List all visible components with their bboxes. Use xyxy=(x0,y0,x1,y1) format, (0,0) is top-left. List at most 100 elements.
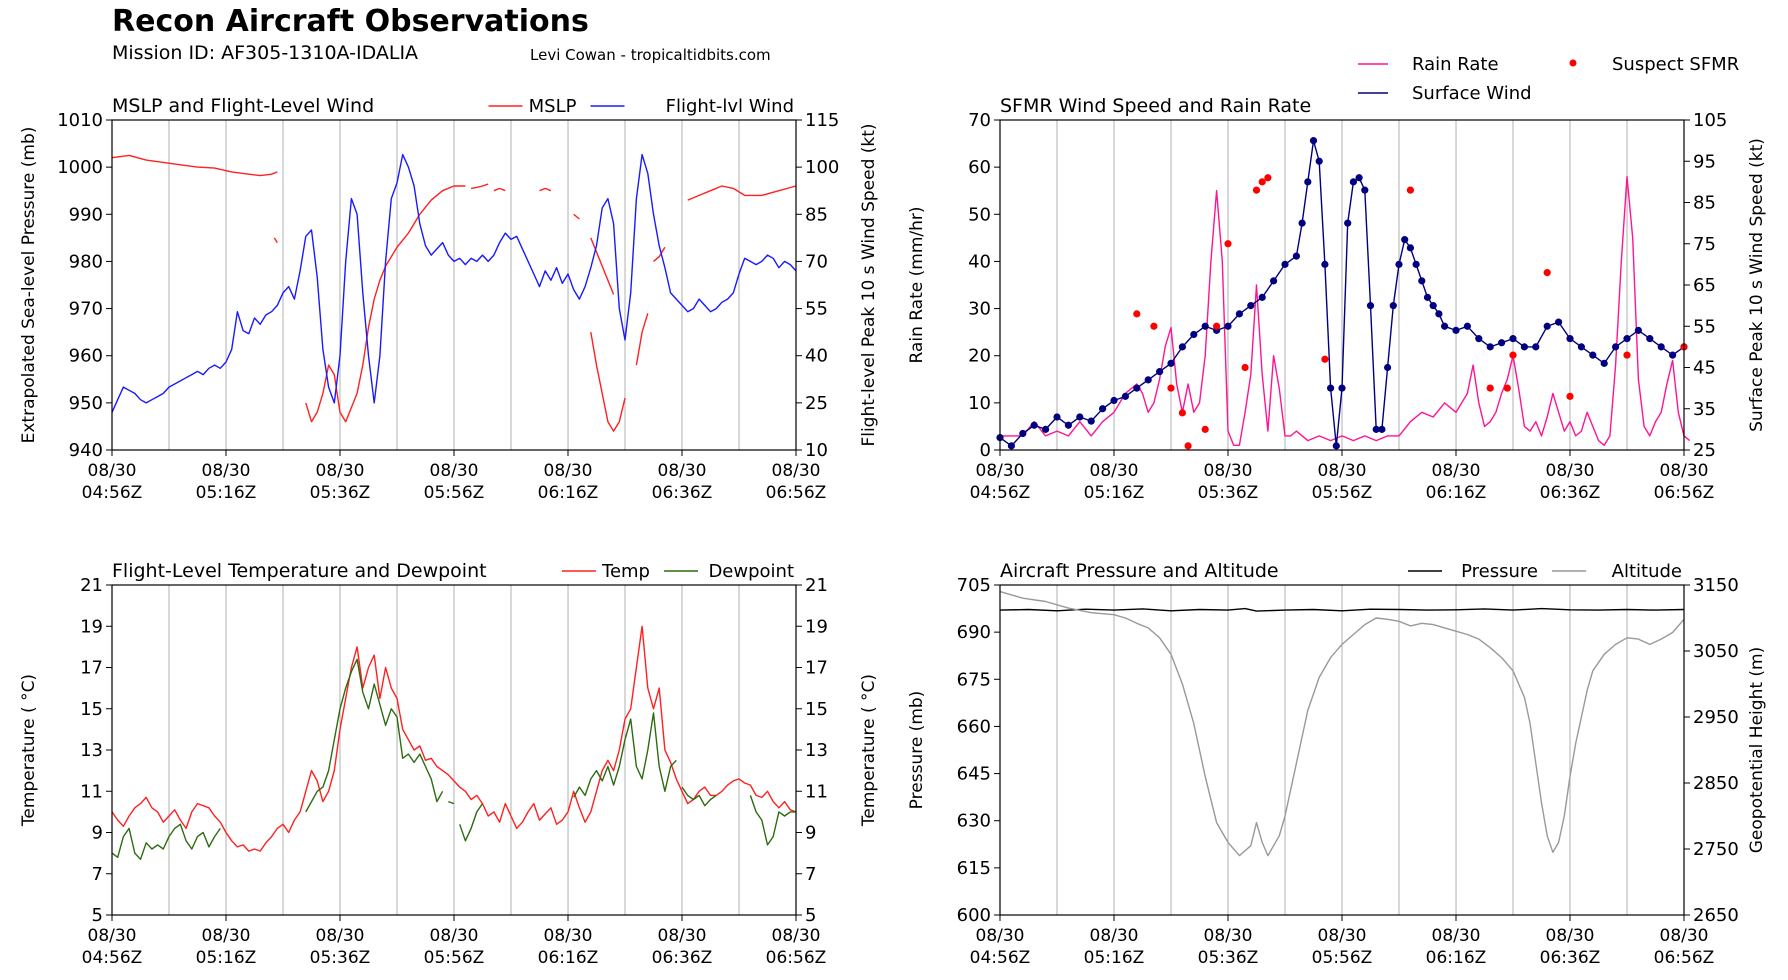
y-tick-label-right: 21 xyxy=(805,575,828,596)
series-line-temp xyxy=(111,625,797,852)
y-tick-label: 600 xyxy=(957,905,991,926)
y-tick-label: 30 xyxy=(968,299,991,320)
suspect-sfmr-point xyxy=(1133,310,1141,318)
x-tick-label: 08/30 xyxy=(544,461,593,481)
series-line-flight-lvl-wind xyxy=(111,153,797,413)
series-line-mslp xyxy=(305,185,466,423)
x-tick-label: 06:16Z xyxy=(538,948,599,968)
x-tick-label: 08/30 xyxy=(1090,461,1139,481)
series-point xyxy=(1435,310,1443,318)
series-line-dewpoint xyxy=(111,823,221,860)
y-tick-label: 13 xyxy=(80,740,103,761)
series-line-mslp xyxy=(539,187,552,192)
y-tick-label: 970 xyxy=(69,299,103,320)
y-tick-label-right: 115 xyxy=(805,110,839,131)
panel-title: Flight-Level Temperature and Dewpoint xyxy=(112,560,487,582)
series-point xyxy=(1418,277,1426,285)
y-tick-label: 705 xyxy=(957,575,991,596)
x-tick-label: 08/30 xyxy=(430,461,479,481)
page-title: Recon Aircraft Observations xyxy=(112,4,589,39)
suspect-sfmr-point xyxy=(1150,322,1158,330)
series-point xyxy=(1099,405,1107,413)
y-tick-label-right: 100 xyxy=(805,157,839,178)
y-tick-label: 70 xyxy=(968,110,991,131)
x-tick-label: 08/30 xyxy=(316,926,365,946)
x-tick-label: 08/30 xyxy=(544,926,593,946)
y-tick-label: 690 xyxy=(957,622,991,643)
series-point xyxy=(1412,260,1420,268)
series-line-mslp xyxy=(687,185,797,201)
x-tick-label: 04:56Z xyxy=(82,948,143,968)
series-point xyxy=(1053,413,1061,421)
suspect-sfmr-point xyxy=(1543,269,1551,277)
series-point xyxy=(1509,335,1517,343)
series-point xyxy=(1315,157,1323,165)
series-point xyxy=(1156,368,1164,376)
x-tick-label: 08/30 xyxy=(88,926,137,946)
y-tick-label-right: 2950 xyxy=(1693,707,1739,728)
x-tick-label: 08/30 xyxy=(1546,926,1595,946)
series-point xyxy=(1201,322,1209,330)
legend-label: Flight-lvl Wind xyxy=(666,96,794,117)
x-tick-label: 06:36Z xyxy=(1540,483,1601,503)
suspect-sfmr-point xyxy=(1509,351,1517,359)
x-tick-label: 08/30 xyxy=(658,461,707,481)
x-tick-label: 08/30 xyxy=(1432,926,1481,946)
series-point xyxy=(1657,343,1665,351)
series-point xyxy=(1646,335,1654,343)
series-point xyxy=(1429,302,1437,310)
y-tick-label-right: 13 xyxy=(805,740,828,761)
series-point xyxy=(1623,335,1631,343)
x-tick-label: 08/30 xyxy=(202,461,251,481)
series-line-mslp xyxy=(273,237,278,243)
series-point xyxy=(1423,293,1432,301)
suspect-sfmr-point xyxy=(1258,178,1266,186)
y-tick-label-right: 5 xyxy=(805,905,816,926)
x-tick-label: 05:56Z xyxy=(1312,483,1373,503)
y-tick-label: 21 xyxy=(80,575,103,596)
series-point xyxy=(1292,252,1300,260)
suspect-sfmr-point xyxy=(1224,240,1232,248)
x-tick-label: 08/30 xyxy=(1660,926,1709,946)
x-tick-label: 05:16Z xyxy=(196,483,257,503)
series-point xyxy=(1577,343,1585,351)
y-tick-label-right: 55 xyxy=(805,299,828,320)
series-point xyxy=(1304,178,1312,186)
x-tick-label: 08/30 xyxy=(772,926,821,946)
series-point xyxy=(1133,384,1141,392)
y-tick-label-right: 85 xyxy=(805,204,828,225)
series-line-dewpoint xyxy=(681,786,717,807)
x-tick-label: 08/30 xyxy=(1090,926,1139,946)
series-point xyxy=(1121,392,1129,400)
y-tick-label-right: 70 xyxy=(805,251,828,272)
y-axis-label-right: Temperature ( °C) xyxy=(859,674,879,827)
y-tick-label: 1000 xyxy=(57,157,103,178)
panel-title: SFMR Wind Speed and Rain Rate xyxy=(1000,95,1311,117)
x-tick-label: 05:16Z xyxy=(196,948,257,968)
series-point xyxy=(1389,302,1397,310)
series-point xyxy=(1247,302,1255,310)
series-point xyxy=(1338,384,1346,392)
series-line-dewpoint xyxy=(459,803,484,842)
suspect-sfmr-point xyxy=(1321,355,1329,363)
x-tick-label: 05:36Z xyxy=(1198,483,1259,503)
y-tick-label-right: 25 xyxy=(1693,440,1716,461)
suspect-sfmr-point xyxy=(1213,322,1221,330)
series-point xyxy=(1321,260,1329,268)
suspect-sfmr-point xyxy=(1241,363,1249,372)
series-point xyxy=(1110,396,1118,405)
series-point xyxy=(1167,359,1175,367)
x-tick-label: 08/30 xyxy=(430,926,479,946)
legend-label: Temp xyxy=(601,561,650,582)
y-tick-label-right: 85 xyxy=(1693,193,1716,214)
y-tick-label: 19 xyxy=(80,616,103,637)
x-tick-label: 04:56Z xyxy=(970,948,1031,968)
legend-label: Surface Wind xyxy=(1412,83,1532,104)
y-tick-label-right: 40 xyxy=(805,346,828,367)
series-point xyxy=(1612,343,1620,351)
y-tick-label-right: 15 xyxy=(805,699,828,720)
suspect-sfmr-point xyxy=(1486,384,1494,392)
y-axis-label: Temperature ( °C) xyxy=(19,674,39,827)
series-line-mslp xyxy=(470,183,489,190)
x-tick-label: 08/30 xyxy=(88,461,137,481)
